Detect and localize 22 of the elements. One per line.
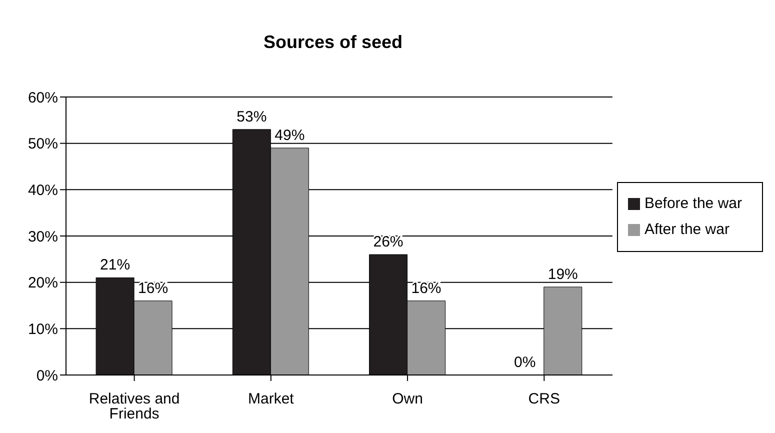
x-tick-label: Market bbox=[248, 390, 295, 408]
x-tick-label: Relatives and Friends bbox=[88, 390, 180, 423]
data-label: 53% bbox=[236, 108, 267, 126]
y-tick-label: 40% bbox=[28, 182, 58, 199]
data-label: 26% bbox=[373, 234, 404, 251]
data-label: 49% bbox=[274, 126, 305, 144]
data-label: 0% bbox=[514, 354, 536, 371]
y-tick-label: 30% bbox=[28, 228, 58, 246]
y-tick-label: 60% bbox=[28, 89, 58, 106]
x-tick-label: Own bbox=[392, 390, 423, 408]
y-tick-label: 0% bbox=[36, 367, 58, 384]
y-tick-label: 10% bbox=[28, 320, 58, 338]
chart-title: Sources of seed bbox=[262, 32, 404, 53]
data-label: 16% bbox=[411, 280, 442, 297]
legend-label: Before the war bbox=[644, 194, 742, 212]
data-label: 19% bbox=[548, 266, 578, 283]
x-tick-label: CRS bbox=[528, 390, 560, 408]
y-tick-label: 20% bbox=[28, 274, 58, 292]
data-label: 16% bbox=[138, 280, 168, 297]
legend-label: After the war bbox=[644, 220, 730, 238]
y-tick-label: 50% bbox=[28, 136, 58, 153]
data-label: 21% bbox=[100, 256, 130, 274]
